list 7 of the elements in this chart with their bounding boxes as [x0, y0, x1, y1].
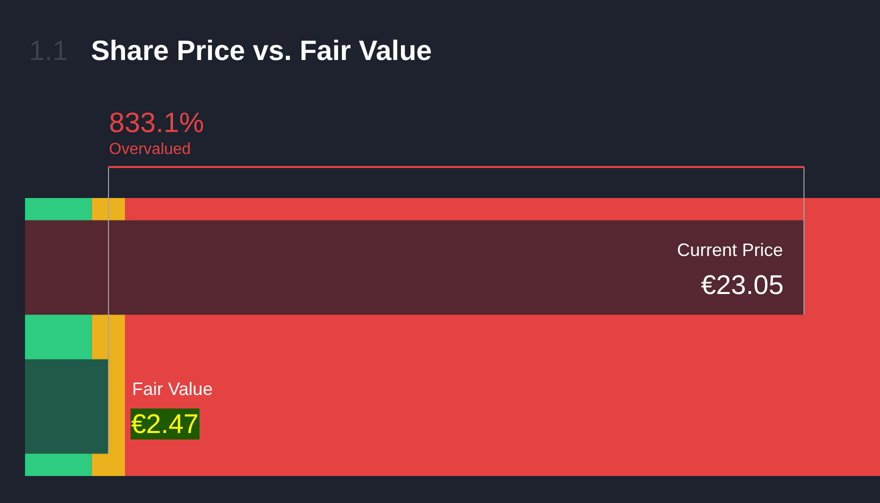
y-tick-label: Current Price: [677, 240, 784, 260]
y-tick-label: Fair Value: [132, 379, 213, 399]
text: Overvalued: [109, 141, 191, 158]
text: 833.1%: [109, 107, 204, 138]
chart-title: Share Price vs. Fair Value: [91, 34, 432, 66]
data-label: €2.47: [131, 409, 199, 439]
data-label: €23.05: [701, 270, 784, 300]
